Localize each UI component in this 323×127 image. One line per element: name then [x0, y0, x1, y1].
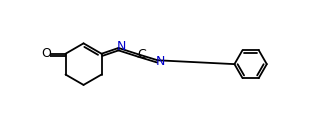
Text: O: O: [41, 47, 51, 60]
Text: N: N: [156, 55, 165, 68]
Text: C: C: [137, 48, 146, 61]
Text: N: N: [117, 39, 126, 53]
